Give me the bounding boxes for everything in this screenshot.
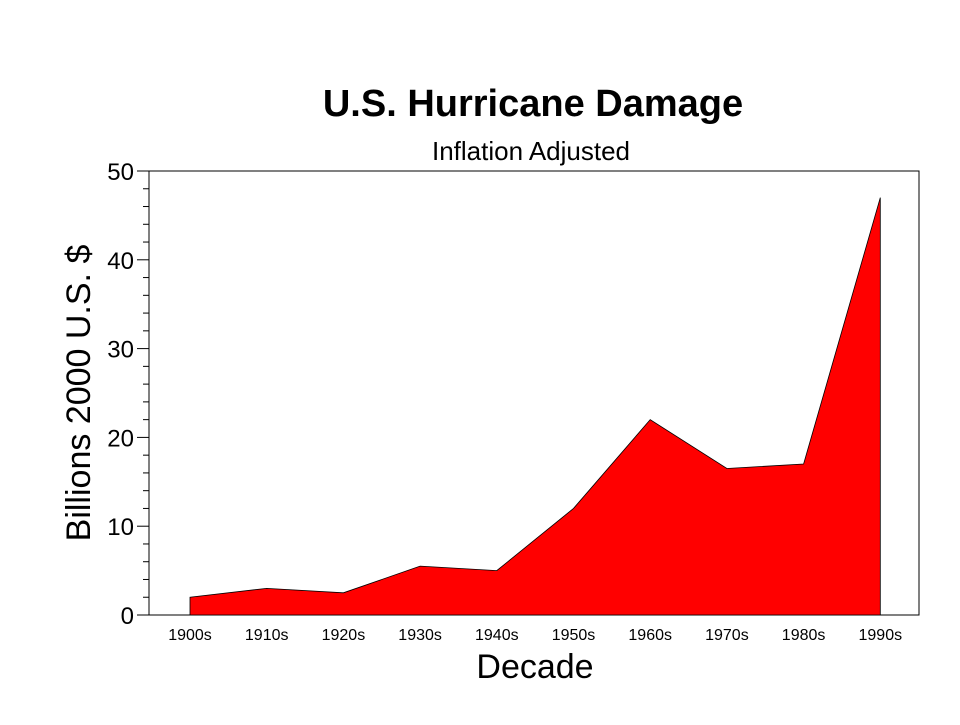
x-axis-label: Decade (476, 648, 593, 686)
y-tick-label: 10 (107, 514, 134, 541)
x-tick-label: 1940s (475, 627, 519, 644)
x-tick-label: 1950s (552, 627, 596, 644)
x-tick-label: 1980s (782, 627, 826, 644)
y-tick-label: 50 (107, 159, 134, 186)
y-axis-label: Billions 2000 U.S. $ (60, 245, 98, 542)
x-tick-label: 1930s (398, 627, 442, 644)
x-tick-label: 1970s (705, 627, 749, 644)
y-tick-label: 0 (121, 603, 134, 630)
x-tick-label: 1900s (168, 627, 212, 644)
y-axis: 0 10 20 30 40 50 (107, 159, 149, 630)
x-tick-label: 1920s (322, 627, 366, 644)
area-layer (190, 198, 881, 615)
x-tick-label: 1910s (245, 627, 289, 644)
chart-title: U.S. Hurricane Damage (323, 83, 743, 125)
y-tick-label: 20 (107, 425, 134, 452)
chart-subtitle: Inflation Adjusted (432, 136, 630, 166)
x-tick-label: 1990s (859, 627, 903, 644)
area-series (190, 198, 880, 615)
y-tick-label: 30 (107, 337, 134, 364)
x-axis: 1900s 1910s 1920s 1930s 1940s 1950s 1960s 1970s… (168, 627, 902, 644)
x-tick-label: 1960s (628, 627, 672, 644)
y-tick-label: 40 (107, 248, 134, 275)
